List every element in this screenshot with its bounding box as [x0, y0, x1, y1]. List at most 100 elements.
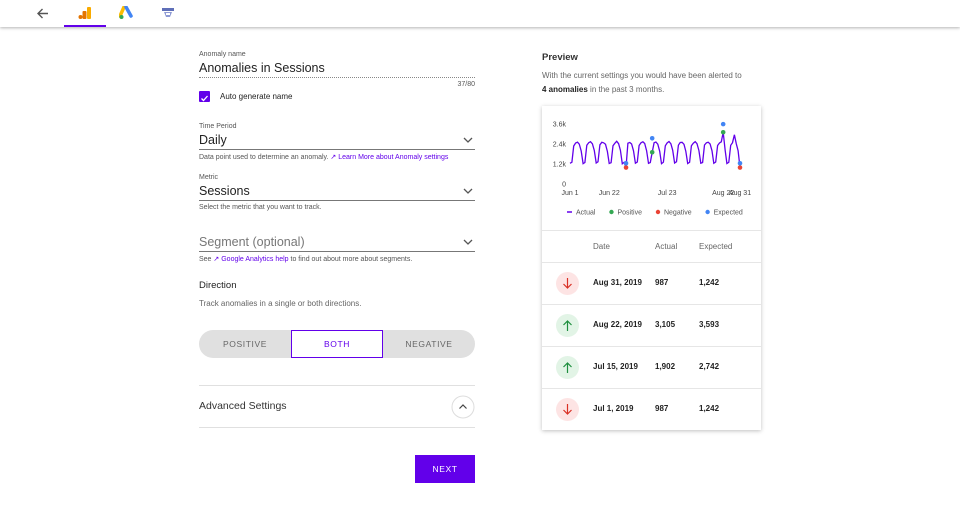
- advanced-settings[interactable]: Advanced Settings: [199, 400, 287, 412]
- help-text: Data point used to determine an anomaly.: [199, 154, 329, 161]
- dropdown-chevron: [463, 137, 473, 143]
- anomaly-point: [720, 129, 726, 135]
- name-input[interactable]: Anomalies in Sessions: [199, 61, 325, 75]
- link-text[interactable]: Learn More about Anomaly settings: [338, 154, 449, 161]
- top-bar: [0, 0, 960, 27]
- ads-tab[interactable]: [119, 6, 134, 20]
- anomaly-point: [649, 136, 655, 141]
- legend-label: Expected: [714, 210, 743, 217]
- anomaly-point: [737, 165, 743, 170]
- time-period-select[interactable]: Daily: [199, 133, 227, 147]
- y-tick-label: 0: [562, 182, 566, 189]
- cell: Aug 22, 2019: [593, 320, 642, 329]
- table-header: Expected: [699, 242, 733, 251]
- field-label: Metric: [199, 174, 219, 181]
- learn-more-link[interactable]: ↗ Learn More about Anomaly settings: [330, 154, 449, 161]
- legend-label: Negative: [664, 210, 692, 217]
- table-row: Aug 31, 2019 987 1,242: [542, 262, 761, 305]
- preview-description: 4 anomalies in the past 3 months.: [542, 85, 664, 94]
- checkbox[interactable]: [199, 91, 210, 102]
- select-underline: [199, 200, 475, 201]
- analytics-tab[interactable]: [78, 6, 92, 20]
- table-row: Jul 1, 2019 987 1,242: [542, 388, 761, 431]
- field-label: Anomaly name: [199, 51, 246, 58]
- legend-marker: [655, 209, 661, 215]
- up-icon: [556, 314, 579, 337]
- x-tick-label: Aug 31: [729, 190, 751, 197]
- help-text: Select the metric that you want to track…: [199, 204, 322, 211]
- help-text: See ↗ Google Analytics help to find out …: [199, 255, 412, 263]
- active-tab-indicator: [64, 25, 106, 27]
- legend-label: Actual: [576, 210, 596, 217]
- preview-description: With the current settings you would have…: [542, 71, 742, 80]
- cell: Jul 15, 2019: [593, 362, 638, 371]
- chart: 0 1.2k 2.4k 3.6k Jun 1 Jun 22 Jul 23 Aug 22Aug …: [553, 121, 751, 217]
- other-tab[interactable]: [161, 6, 175, 20]
- down-icon: [556, 398, 579, 421]
- cell: Aug 31, 2019: [593, 278, 642, 287]
- x-tick-label: Jul 23: [658, 190, 677, 197]
- ga-help-link[interactable]: ↗ Google Analytics help: [213, 256, 289, 263]
- cell: 2,742: [699, 362, 720, 371]
- legend-marker: [705, 209, 710, 215]
- divider: [199, 427, 475, 428]
- table-row: Jul 15, 2019 1,902 2,742: [542, 346, 761, 389]
- field-label: Time Period: [199, 123, 237, 130]
- next-button[interactable]: NEXT: [415, 455, 475, 483]
- cell: 1,242: [699, 278, 720, 287]
- help-text: to find out about more about segments.: [290, 256, 413, 263]
- cell: 987: [655, 404, 669, 413]
- anomaly-point: [737, 161, 743, 166]
- section-help: Track anomalies in a single or both dire…: [199, 299, 362, 308]
- x-tick-label: Jun 1: [561, 190, 578, 197]
- divider: [542, 230, 761, 231]
- direction-option[interactable]: NEGATIVE: [405, 339, 453, 349]
- anomaly-point: [649, 150, 655, 155]
- table-header: Date: [593, 242, 610, 251]
- char-count: 37/80: [457, 81, 475, 88]
- dropdown-chevron: [463, 239, 473, 245]
- x-tick-label: Aug 22: [712, 190, 734, 197]
- help-text: See: [199, 256, 212, 263]
- cell: 3,105: [655, 320, 676, 329]
- x-tick-label: Jun 22: [599, 190, 620, 197]
- segment-select[interactable]: Segment (optional): [199, 235, 305, 249]
- direction-option-selected[interactable]: BOTH: [291, 330, 383, 358]
- back-button[interactable]: [36, 7, 49, 20]
- anomaly-count: 4 anomalies: [542, 85, 588, 94]
- select-underline: [199, 251, 475, 252]
- preview-title: Preview: [542, 52, 578, 63]
- cell: 1,902: [655, 362, 676, 371]
- expand-button[interactable]: [451, 395, 475, 419]
- anomaly-point: [623, 161, 629, 166]
- divider: [199, 385, 475, 386]
- cell: 3,593: [699, 320, 720, 329]
- preview-description: in the past 3 months.: [590, 85, 665, 94]
- preview-card: 0 1.2k 2.4k 3.6k Jun 1 Jun 22 Jul 23 Aug 22 Aug …: [542, 106, 761, 430]
- y-tick-label: 3.6k: [553, 122, 567, 129]
- metric-select[interactable]: Sessions: [199, 184, 250, 198]
- checkbox-label: Auto generate name: [220, 92, 293, 101]
- table-header: Actual: [655, 242, 678, 251]
- legend-marker: [609, 209, 614, 215]
- select-underline: [199, 149, 475, 150]
- y-tick-label: 1.2k: [553, 162, 567, 169]
- cell: Jul 1, 2019: [593, 404, 634, 413]
- cell: 1,242: [699, 404, 720, 413]
- section-title: Direction: [199, 280, 237, 291]
- cell: 987: [655, 278, 669, 287]
- dropdown-chevron: [463, 188, 473, 194]
- up-icon: [556, 356, 579, 379]
- down-icon: [556, 272, 579, 295]
- anomaly-point: [623, 165, 629, 170]
- link-text[interactable]: Google Analytics help: [221, 256, 289, 263]
- help-text: Data point used to determine an anomaly.…: [199, 153, 448, 161]
- table-row: Aug 22, 2019 3,105 3,593: [542, 304, 761, 347]
- anomaly-point: [720, 121, 726, 127]
- direction-option[interactable]: POSITIVE: [222, 339, 267, 349]
- input-underline: [199, 77, 475, 78]
- actual-line: [569, 132, 741, 168]
- legend-label: Positive: [617, 210, 642, 217]
